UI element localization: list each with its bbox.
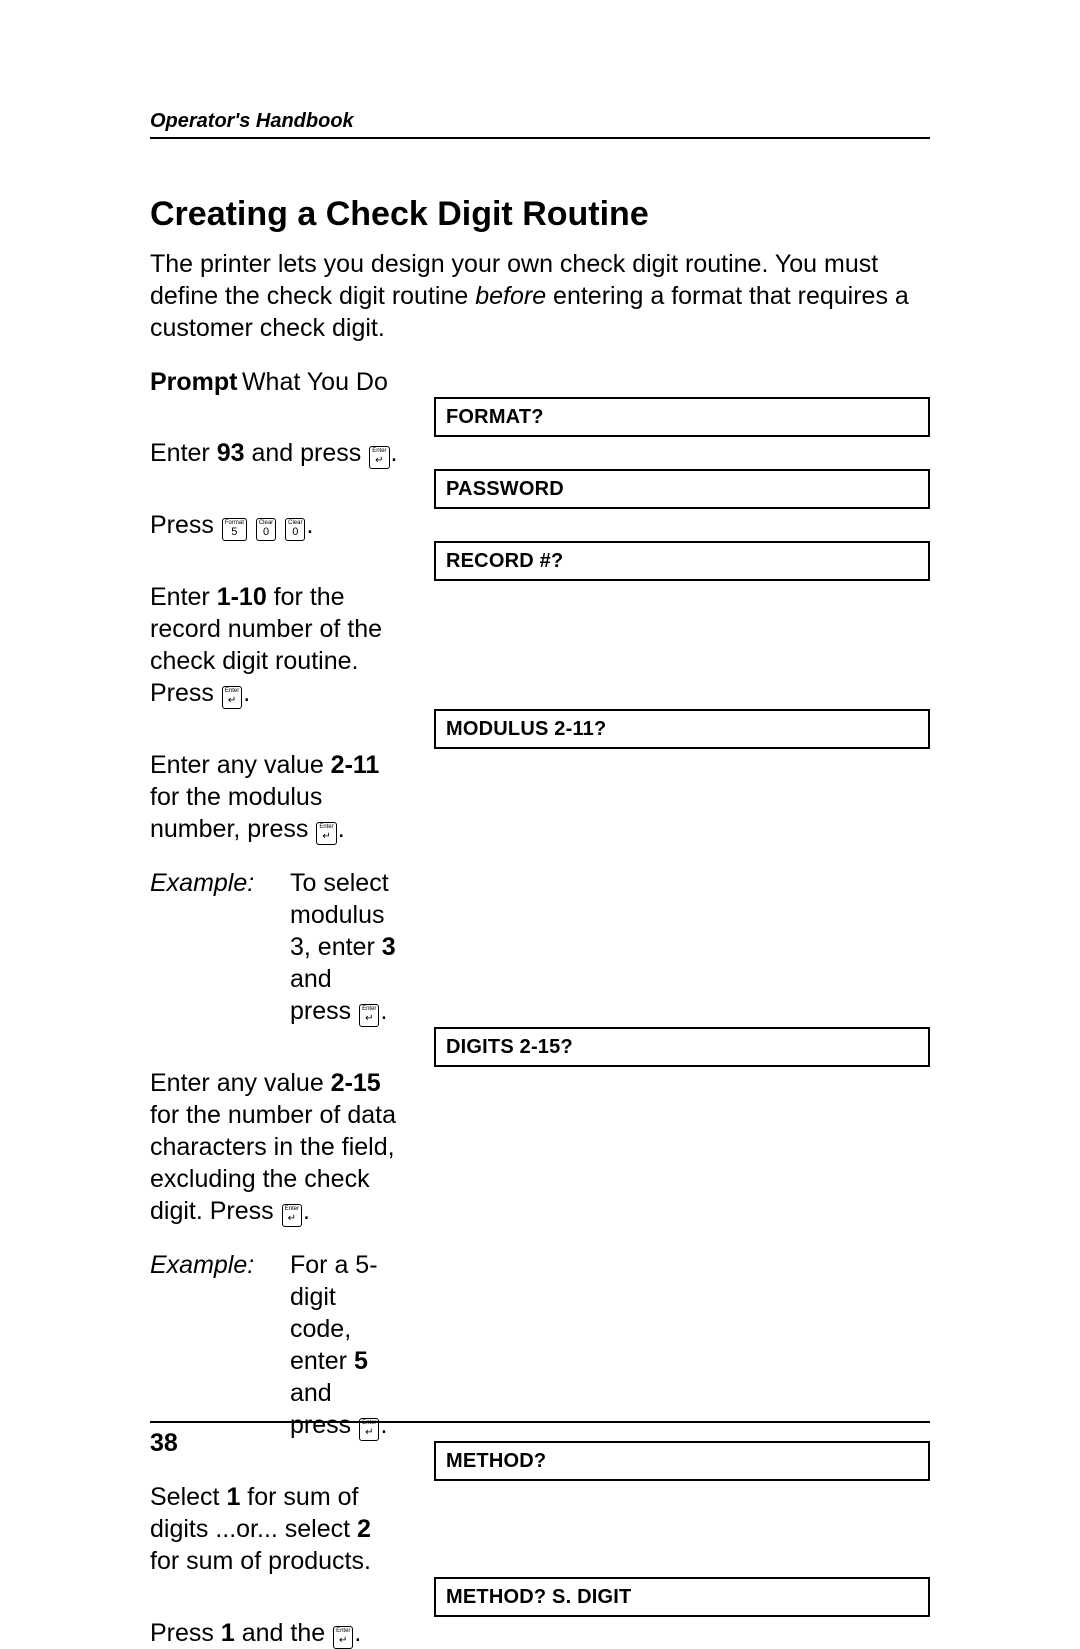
running-header: Operator's Handbook bbox=[150, 110, 930, 139]
example-row-modulus: Example: To select modulus 3, enter 3 an… bbox=[150, 867, 398, 1027]
intro-paragraph: The printer lets you design your own che… bbox=[150, 248, 930, 344]
period: . bbox=[303, 1197, 310, 1225]
text: Press bbox=[150, 1619, 221, 1647]
period: . bbox=[306, 511, 313, 539]
prompt-cell-method-s: METHOD? S. DIGIT bbox=[434, 1577, 930, 1617]
prompt-cell-modulus: MODULUS 2-11? bbox=[434, 709, 930, 749]
document-page: Operator's Handbook Creating a Check Dig… bbox=[0, 0, 1080, 1578]
prompt-box-record: RECORD #? bbox=[434, 541, 930, 581]
period: . bbox=[354, 1619, 361, 1647]
enter-key-icon: Enter bbox=[333, 1626, 353, 1649]
key-0-icon: Clear0 bbox=[256, 518, 276, 541]
action-cell-method: Select 1 for sum of digits ...or... sele… bbox=[150, 1481, 398, 1577]
enter-key-icon: Enter bbox=[222, 686, 242, 709]
example-label: Example: bbox=[150, 1249, 270, 1441]
enter-key-icon: Enter bbox=[359, 1004, 379, 1027]
period: . bbox=[338, 815, 345, 843]
action-cell-modulus: Enter any value 2-11 for the modulus num… bbox=[150, 749, 398, 1027]
text-bold: 5 bbox=[354, 1347, 368, 1375]
action-cell-format: Enter 93 and press Enter. bbox=[150, 437, 398, 469]
text-bold: 3 bbox=[382, 933, 396, 961]
text: Enter any value bbox=[150, 1069, 331, 1097]
example-row-digits: Example: For a 5-digit code, enter 5 and… bbox=[150, 1249, 398, 1441]
text-bold: 93 bbox=[217, 439, 245, 467]
prompt-cell-format: FORMAT? bbox=[434, 397, 930, 437]
intro-text-before: before bbox=[475, 282, 546, 310]
text-bold: 2-15 bbox=[331, 1069, 381, 1097]
action-cell-record: Enter 1-10 for the record number of the … bbox=[150, 581, 398, 709]
prompt-box-modulus: MODULUS 2-11? bbox=[434, 709, 930, 749]
period: . bbox=[243, 679, 250, 707]
text: for the number of data characters in the… bbox=[150, 1101, 396, 1225]
text: for sum of products. bbox=[150, 1547, 371, 1575]
key-0-icon: Clear0 bbox=[285, 518, 305, 541]
action-cell-password: Press Format5 Clear0 Clear0. bbox=[150, 509, 398, 541]
text: and the bbox=[235, 1619, 332, 1647]
text: Enter bbox=[150, 439, 217, 467]
enter-key-icon: Enter bbox=[316, 822, 336, 845]
text: for the modulus number, press bbox=[150, 783, 322, 843]
text-bold: 1 bbox=[226, 1483, 240, 1511]
text: To select modulus 3, enter bbox=[290, 869, 389, 961]
text-bold: 2 bbox=[357, 1515, 371, 1543]
text: Enter bbox=[150, 583, 217, 611]
text: Select bbox=[150, 1483, 226, 1511]
header-title: Operator's Handbook bbox=[150, 110, 354, 132]
period: . bbox=[391, 439, 398, 467]
prompt-box-format: FORMAT? bbox=[434, 397, 930, 437]
text-bold: 1 bbox=[221, 1619, 235, 1647]
example-text: To select modulus 3, enter 3 and press E… bbox=[290, 867, 398, 1027]
example-label: Example: bbox=[150, 867, 270, 1027]
text-bold: 2-11 bbox=[331, 751, 380, 779]
period: . bbox=[380, 997, 387, 1025]
action-cell-digits: Enter any value 2-15 for the number of d… bbox=[150, 1067, 398, 1441]
text-bold: 1-10 bbox=[217, 583, 267, 611]
text: and press bbox=[290, 965, 358, 1025]
text: Press bbox=[150, 511, 221, 539]
page-number: 38 bbox=[150, 1429, 178, 1457]
prompt-box-digits: DIGITS 2-15? bbox=[434, 1027, 930, 1067]
action-cell-method-s: Press 1 and the Enter. bbox=[150, 1617, 398, 1649]
example-text: For a 5-digit code, enter 5 and press En… bbox=[290, 1249, 398, 1441]
key-5-icon: Format5 bbox=[222, 518, 247, 541]
prompt-box-password: PASSWORD bbox=[434, 469, 930, 509]
prompt-cell-password: PASSWORD bbox=[434, 469, 930, 509]
enter-key-icon: Enter bbox=[282, 1204, 302, 1227]
prompt-box-method-s: METHOD? S. DIGIT bbox=[434, 1577, 930, 1617]
enter-key-icon: Enter bbox=[369, 446, 389, 469]
footer: 38 bbox=[150, 1421, 930, 1458]
prompt-cell-digits: DIGITS 2-15? bbox=[434, 1027, 930, 1067]
section-title: Creating a Check Digit Routine bbox=[150, 195, 930, 234]
text: Enter any value bbox=[150, 751, 331, 779]
text: and press bbox=[245, 439, 369, 467]
prompt-cell-record: RECORD #? bbox=[434, 541, 930, 581]
